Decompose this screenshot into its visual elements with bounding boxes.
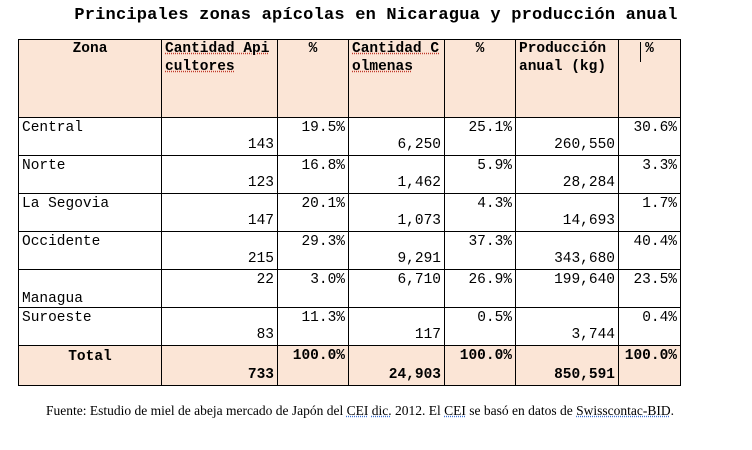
row-apicultores: 147 (161, 193, 278, 232)
row-pct-produccion: 3.3% (618, 155, 681, 194)
row-zona: Occidente (18, 231, 162, 270)
row-pct-colmenas: 5.9% (444, 155, 516, 194)
row-pct-apicultores: 19.5% (277, 117, 349, 156)
row-colmenas: 1,462 (348, 155, 445, 194)
source-note: Fuente: Estudio de miel de abeja mercado… (46, 402, 712, 419)
row-apicultores: 215 (161, 231, 278, 270)
table-header: Zona Cantidad Apicultores % Cantidad Col… (18, 39, 681, 118)
row-pct-apicultores: 11.3% (277, 307, 349, 346)
total-pct-produccion: 100.0% (618, 345, 681, 386)
table-row: Occidente 215 29.3% 9,291 37.3% 343,680 … (18, 231, 681, 270)
note-cei-link: CEI (346, 403, 369, 418)
text-cursor (640, 42, 641, 62)
header-zona: Zona (18, 39, 162, 118)
table-row: Managua 22 3.0% 6,710 26.9% 199,640 23.5… (18, 269, 681, 308)
row-produccion: 14,693 (515, 193, 619, 232)
row-zona: La Segovia (18, 193, 162, 232)
total-row: Total 733 100.0% 24,903 100.0% 850,591 1… (18, 345, 681, 386)
note-text: 2012. El (391, 403, 445, 418)
row-produccion: 28,284 (515, 155, 619, 194)
row-pct-produccion: 30.6% (618, 117, 681, 156)
row-pct-colmenas: 26.9% (444, 269, 516, 308)
row-pct-apicultores: 3.0% (277, 269, 349, 308)
row-colmenas: 6,710 (348, 269, 445, 308)
row-pct-colmenas: 0.5% (444, 307, 516, 346)
header-cantidad-apicultores: Cantidad Apicultores (161, 39, 278, 118)
note-swisscontac: Swisscontac-BID (576, 403, 671, 418)
row-pct-produccion: 40.4% (618, 231, 681, 270)
header-pct-colmenas: % (444, 39, 516, 118)
row-colmenas: 1,073 (348, 193, 445, 232)
table-row: Central 143 19.5% 6,250 25.1% 260,550 30… (18, 117, 681, 156)
header-pct-produccion: % (618, 39, 681, 118)
row-apicultores: 123 (161, 155, 278, 194)
note-text: . (670, 403, 675, 418)
row-pct-apicultores: 16.8% (277, 155, 349, 194)
header-cantidad-colmenas: Cantidad Colmenas (348, 39, 445, 118)
note-text: Fuente: Estudio de miel de abeja mercado… (46, 403, 347, 418)
header-cantidad-apicultores-text: Cantidad Apicultores (165, 41, 270, 75)
total-produccion: 850,591 (515, 345, 619, 386)
row-pct-colmenas: 37.3% (444, 231, 516, 270)
row-produccion: 343,680 (515, 231, 619, 270)
table-row: Suroeste 83 11.3% 117 0.5% 3,744 0.4% (18, 307, 681, 346)
total-pct-apicultores: 100.0% (277, 345, 349, 386)
total-colmenas: 24,903 (348, 345, 445, 386)
production-table: Zona Cantidad Apicultores % Cantidad Col… (18, 39, 681, 386)
row-pct-apicultores: 20.1% (277, 193, 349, 232)
total-apicultores: 733 (161, 345, 278, 386)
note-cei-link: CEI (444, 403, 466, 418)
row-colmenas: 117 (348, 307, 445, 346)
header-pct-apicultores: % (277, 39, 349, 118)
total-label: Total (18, 345, 162, 386)
total-pct-colmenas: 100.0% (444, 345, 516, 386)
row-apicultores: 83 (161, 307, 278, 346)
row-produccion: 199,640 (515, 269, 619, 308)
table-row: Norte 123 16.8% 1,462 5.9% 28,284 3.3% (18, 155, 681, 194)
row-zona: Suroeste (18, 307, 162, 346)
row-pct-produccion: 23.5% (618, 269, 681, 308)
row-produccion: 3,744 (515, 307, 619, 346)
row-colmenas: 9,291 (348, 231, 445, 270)
row-colmenas: 6,250 (348, 117, 445, 156)
header-produccion-anual: Producción anual (kg) (515, 39, 619, 118)
row-pct-colmenas: 4.3% (444, 193, 516, 232)
table-title: Principales zonas apícolas en Nicaragua … (74, 6, 678, 25)
row-apicultores: 22 (161, 269, 278, 308)
row-zona: Managua (18, 269, 162, 308)
row-pct-produccion: 0.4% (618, 307, 681, 346)
row-zona: Norte (18, 155, 162, 194)
row-pct-produccion: 1.7% (618, 193, 681, 232)
row-zona: Central (18, 117, 162, 156)
row-produccion: 260,550 (515, 117, 619, 156)
table-row: La Segovia 147 20.1% 1,073 4.3% 14,693 1… (18, 193, 681, 232)
row-pct-apicultores: 29.3% (277, 231, 349, 270)
row-apicultores: 143 (161, 117, 278, 156)
note-dic: dic. (371, 403, 392, 418)
row-pct-colmenas: 25.1% (444, 117, 516, 156)
note-text: se basó en datos de (465, 403, 577, 418)
header-cantidad-colmenas-text: Cantidad Colmenas (352, 41, 440, 75)
table-footer: Total 733 100.0% 24,903 100.0% 850,591 1… (18, 345, 681, 386)
table-body: Central 143 19.5% 6,250 25.1% 260,550 30… (18, 117, 681, 346)
